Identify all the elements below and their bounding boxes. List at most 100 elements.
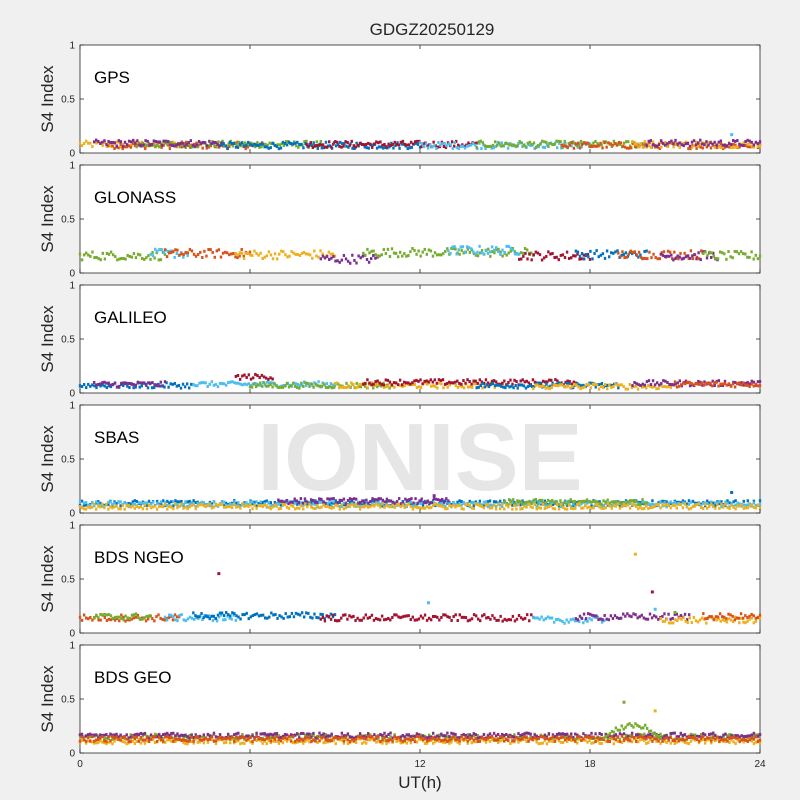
data-point: [651, 379, 655, 383]
data-point: [705, 141, 708, 145]
data-point: [277, 498, 280, 502]
data-point: [318, 506, 321, 510]
data-point: [143, 503, 147, 507]
data-point: [269, 736, 273, 740]
data-point: [151, 143, 155, 147]
data-point: [367, 732, 370, 736]
data-point: [694, 143, 698, 147]
data-point: [162, 143, 165, 147]
data-point: [436, 734, 439, 738]
data-point: [598, 505, 601, 509]
data-point: [750, 612, 753, 616]
data-point: [496, 140, 500, 144]
data-point: [224, 503, 228, 507]
data-point: [533, 502, 536, 506]
data-point: [413, 618, 417, 622]
data-point: [429, 738, 433, 742]
data-point: [224, 740, 228, 744]
data-point: [462, 501, 465, 505]
data-point: [667, 503, 670, 507]
data-point: [350, 381, 353, 385]
data-point: [273, 252, 277, 256]
data-point: [634, 733, 638, 737]
data-point: [643, 732, 646, 736]
data-point: [708, 733, 711, 737]
data-point: [444, 738, 447, 742]
data-point: [551, 736, 555, 740]
data-point: [572, 502, 575, 506]
data-point: [711, 384, 714, 388]
data-point: [706, 499, 709, 503]
data-point: [513, 252, 517, 256]
data-point: [419, 733, 423, 737]
data-point: [384, 146, 387, 150]
data-point: [399, 616, 402, 620]
data-point: [204, 736, 208, 740]
data-point: [476, 736, 480, 740]
data-point: [163, 618, 166, 622]
data-point: [324, 385, 328, 389]
data-point: [240, 247, 243, 251]
data-point: [698, 618, 702, 622]
data-point: [328, 500, 331, 504]
data-point: [718, 250, 722, 254]
data-point: [222, 618, 225, 622]
data-point: [342, 144, 345, 148]
data-point: [409, 618, 412, 622]
data-point: [415, 378, 418, 382]
data-point: [409, 502, 413, 506]
data-point: [308, 732, 311, 736]
data-point: [439, 143, 442, 147]
data-point: [210, 614, 214, 618]
data-point: [182, 253, 185, 257]
data-point: [259, 739, 262, 743]
data-point: [646, 617, 650, 621]
data-point: [266, 380, 269, 384]
data-point: [452, 737, 455, 741]
data-point: [509, 246, 513, 250]
data-point: [247, 373, 251, 377]
data-point: [311, 256, 314, 260]
data-point: [457, 147, 461, 151]
data-point: [174, 499, 177, 503]
data-point: [107, 381, 110, 385]
data-point: [657, 501, 660, 505]
data-point: [249, 503, 252, 507]
data-point: [343, 142, 346, 146]
data-point: [542, 384, 545, 388]
data-point: [362, 143, 366, 147]
data-point: [387, 737, 390, 741]
data-point: [288, 254, 291, 258]
data-point: [382, 618, 386, 622]
data-point: [580, 252, 584, 256]
data-point: [512, 143, 515, 147]
data-point: [362, 734, 366, 738]
data-point: [427, 616, 431, 620]
data-point: [385, 503, 388, 507]
data-point: [313, 144, 317, 148]
data-point: [395, 613, 398, 617]
data-point: [295, 738, 299, 742]
data-point: [323, 145, 327, 149]
data-point: [166, 731, 169, 735]
data-point: [327, 250, 331, 254]
data-point: [228, 616, 231, 620]
data-point: [103, 616, 106, 620]
data-point: [344, 506, 348, 510]
data-point: [697, 144, 700, 148]
data-point: [486, 738, 490, 742]
data-point: [485, 383, 489, 387]
data-point: [724, 732, 727, 736]
data-point: [710, 741, 713, 745]
data-point: [494, 738, 498, 742]
data-point: [394, 381, 398, 385]
data-point: [80, 738, 84, 742]
data-point: [690, 145, 694, 149]
data-point: [466, 739, 469, 743]
data-point: [409, 382, 412, 386]
data-point: [663, 254, 667, 258]
data-point: [186, 617, 190, 621]
data-point: [531, 736, 534, 740]
data-point: [629, 146, 633, 150]
data-point: [182, 735, 185, 739]
